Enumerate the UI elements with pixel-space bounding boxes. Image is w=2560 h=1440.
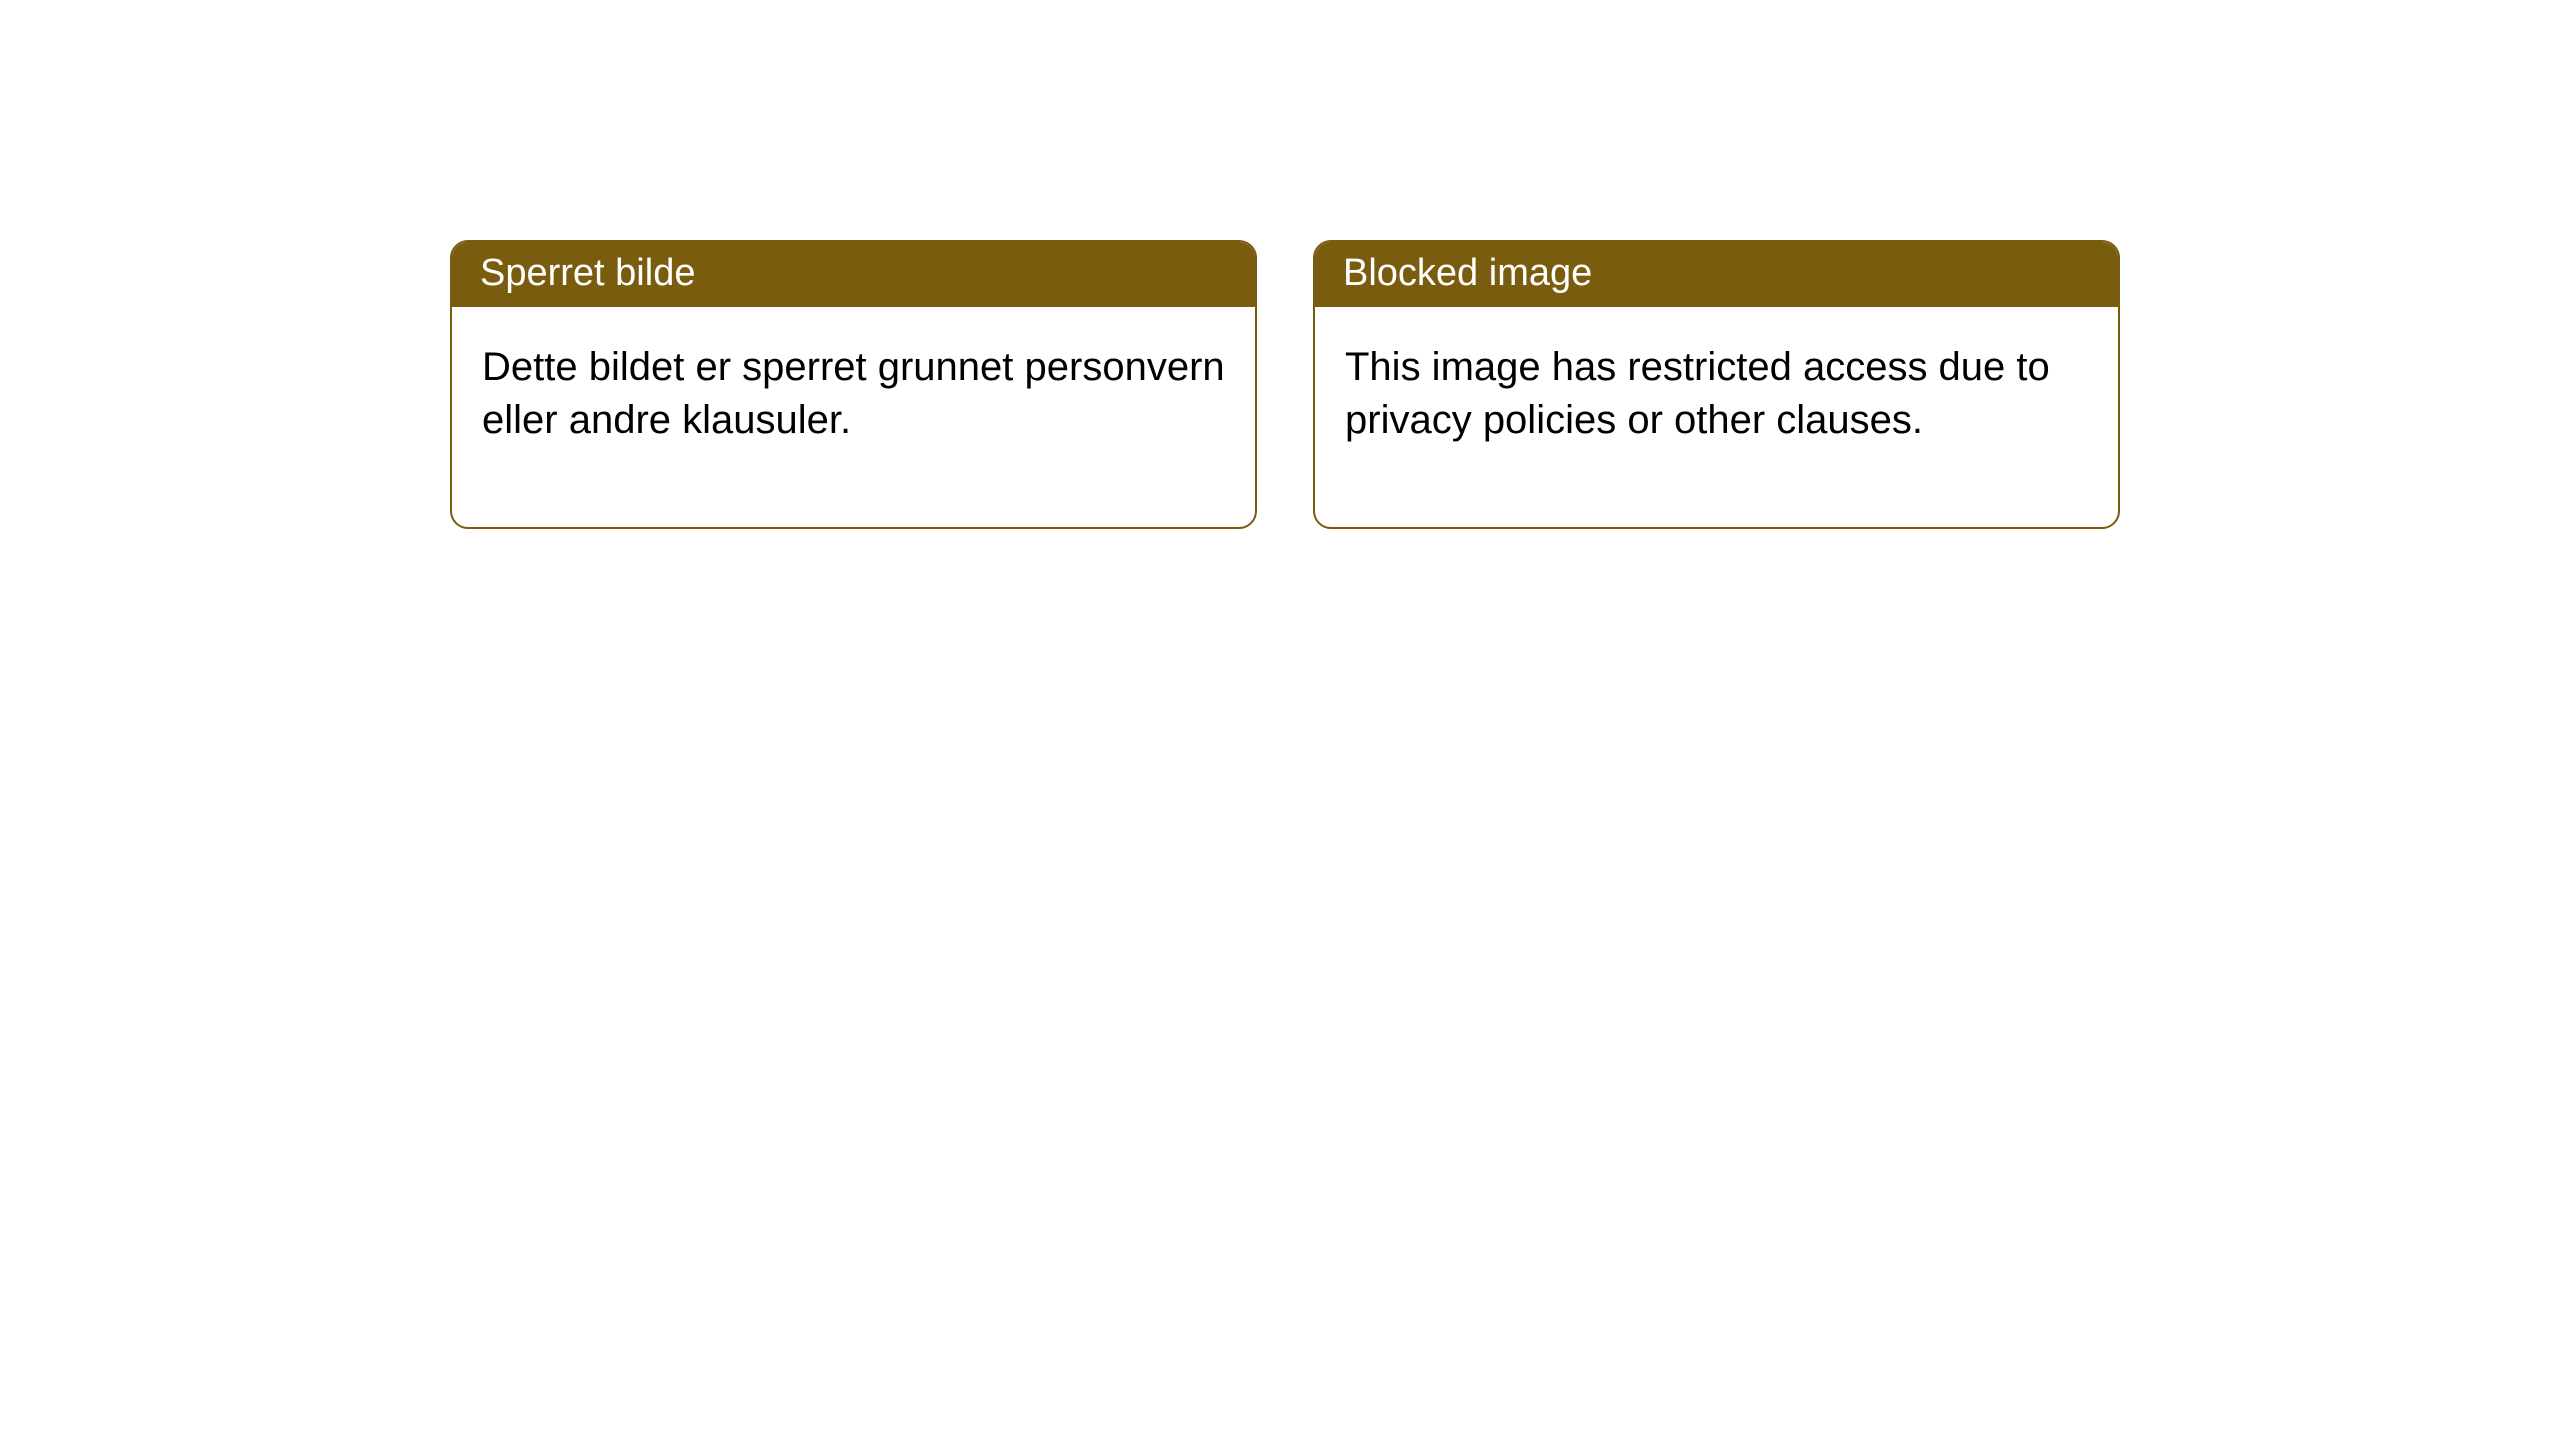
- card-body-text: Dette bildet er sperret grunnet personve…: [482, 345, 1225, 442]
- card-body: This image has restricted access due to …: [1315, 307, 2118, 527]
- notice-card-norwegian: Sperret bilde Dette bildet er sperret gr…: [450, 240, 1257, 529]
- card-body-text: This image has restricted access due to …: [1345, 345, 2050, 442]
- card-header: Blocked image: [1315, 242, 2118, 307]
- card-body: Dette bildet er sperret grunnet personve…: [452, 307, 1255, 527]
- card-title: Blocked image: [1343, 252, 1592, 294]
- card-title: Sperret bilde: [480, 252, 695, 294]
- card-header: Sperret bilde: [452, 242, 1255, 307]
- notice-container: Sperret bilde Dette bildet er sperret gr…: [0, 0, 2560, 529]
- notice-card-english: Blocked image This image has restricted …: [1313, 240, 2120, 529]
